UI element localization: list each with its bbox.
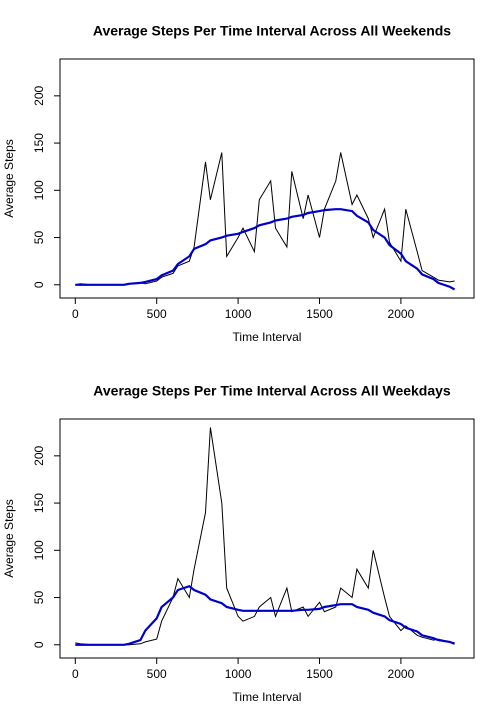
y-tick-label: 0 <box>32 281 46 288</box>
x-tick-label: 0 <box>72 667 79 681</box>
y-tick-label: 50 <box>32 591 46 605</box>
series-line <box>75 427 455 646</box>
chart-title: Average Steps Per Time Interval Across A… <box>93 23 451 39</box>
y-tick-label: 150 <box>32 133 46 153</box>
x-axis-label: Time Interval <box>233 690 302 704</box>
x-tick-label: 0 <box>72 307 79 321</box>
chart-panel: Average Steps Per Time Interval Across A… <box>2 23 475 344</box>
x-tick-label: 1500 <box>306 307 333 321</box>
x-tick-label: 1000 <box>225 307 252 321</box>
y-tick-label: 50 <box>32 231 46 245</box>
y-tick-label: 200 <box>32 446 46 466</box>
chart-title: Average Steps Per Time Interval Across A… <box>93 383 451 399</box>
x-tick-label: 500 <box>147 307 167 321</box>
y-axis-label: Average Steps <box>2 139 16 218</box>
y-tick-label: 100 <box>32 540 46 560</box>
x-tick-label: 1500 <box>306 667 333 681</box>
x-tick-label: 500 <box>147 667 167 681</box>
series-line <box>75 208 456 291</box>
y-tick-label: 100 <box>32 180 46 200</box>
x-tick-label: 2000 <box>388 307 415 321</box>
x-tick-label: 1000 <box>225 667 252 681</box>
x-tick-label: 2000 <box>388 667 415 681</box>
y-tick-label: 150 <box>32 493 46 513</box>
x-axis-label: Time Interval <box>233 330 302 344</box>
plot-frame <box>59 58 475 299</box>
chart-panel: Average Steps Per Time Interval Across A… <box>2 383 475 704</box>
y-axis-label: Average Steps <box>2 499 16 578</box>
y-tick-label: 0 <box>32 641 46 648</box>
series-line <box>75 584 455 646</box>
y-tick-label: 200 <box>32 86 46 106</box>
plot-frame <box>59 418 475 659</box>
series-line <box>75 152 455 286</box>
